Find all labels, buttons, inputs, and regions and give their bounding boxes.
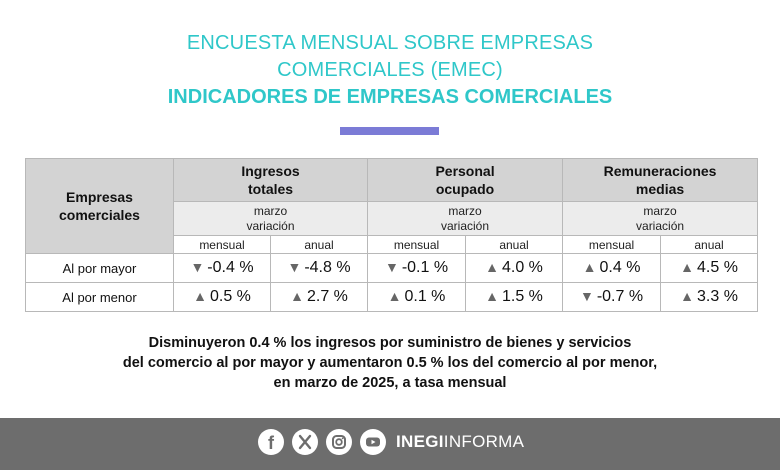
trend-arrow-icon: ▲ xyxy=(485,288,499,304)
title-line-2: COMERCIALES (EMEC) xyxy=(277,59,503,81)
summary-line-3: en marzo de 2025, a tasa mensual xyxy=(273,375,507,391)
column-header-anual: anual xyxy=(269,235,369,254)
table-cell: ▲ 3.3 % xyxy=(660,282,759,312)
x-icon[interactable] xyxy=(292,429,318,455)
cell-value: -0.7 % xyxy=(596,288,644,305)
table-cell: ▲ 4.5 % xyxy=(660,253,759,283)
trend-arrow-icon: ▼ xyxy=(190,259,205,275)
cell-value: 0.4 % xyxy=(599,259,641,276)
table-cell: ▲ 0.1 % xyxy=(367,282,467,312)
corner-header: Empresas comerciales xyxy=(25,158,174,254)
table-cell: ▼ -4.8 % xyxy=(269,253,369,283)
table-cell: ▼ -0.7 % xyxy=(562,282,662,312)
brand-rest: INFORMA xyxy=(443,432,525,451)
group-line-2: totales xyxy=(247,181,294,197)
period-label: marzo xyxy=(643,203,677,218)
trend-arrow-icon: ▲ xyxy=(193,288,207,304)
trend-arrow-icon: ▲ xyxy=(387,288,402,304)
cell-value: -4.8 % xyxy=(304,259,351,276)
trend-arrow-icon: ▼ xyxy=(287,259,302,275)
period-label: marzo xyxy=(253,203,288,218)
table-cell: ▼ -0.4 % xyxy=(173,253,271,283)
table-cell: ▲ 0.4 % xyxy=(562,253,662,283)
brand-bold: INEGI xyxy=(396,432,444,451)
variation-label: variación xyxy=(636,218,685,233)
svg-text:f: f xyxy=(268,433,275,453)
accent-bar xyxy=(340,127,439,135)
period-header: marzo variación xyxy=(562,201,759,236)
footer-bar: f INEGIINFORMA xyxy=(0,418,780,470)
row-label: Al por menor xyxy=(25,282,174,312)
table-cell: ▲ 2.7 % xyxy=(269,282,369,312)
table-cell: ▼ -0.1 % xyxy=(367,253,467,283)
cell-value: 2.7 % xyxy=(306,288,348,305)
trend-arrow-icon: ▲ xyxy=(582,259,597,275)
cell-value: 0.1 % xyxy=(404,288,446,305)
youtube-icon[interactable] xyxy=(360,429,386,455)
variation-label: variación xyxy=(441,218,490,233)
facebook-icon[interactable]: f xyxy=(258,429,284,455)
cell-value: 0.5 % xyxy=(209,288,251,305)
title-block: ENCUESTA MENSUAL SOBRE EMPRESAS COMERCIA… xyxy=(0,30,780,111)
trend-arrow-icon: ▲ xyxy=(485,259,499,275)
instagram-icon[interactable] xyxy=(326,429,352,455)
group-line-1: Personal xyxy=(435,163,495,179)
group-line-1: Ingresos xyxy=(241,163,300,179)
period-header: marzo variación xyxy=(367,201,564,236)
corner-line-2: comerciales xyxy=(59,207,140,223)
subtitle: INDICADORES DE EMPRESAS COMERCIALES xyxy=(167,86,613,108)
cell-value: -0.4 % xyxy=(207,259,254,276)
trend-arrow-icon: ▼ xyxy=(579,288,594,304)
group-header-ingresos: Ingresos totales xyxy=(172,158,369,202)
trend-arrow-icon: ▲ xyxy=(680,288,694,304)
summary-line-1: Disminuyeron 0.4 % los ingresos por sumi… xyxy=(148,335,632,351)
table-row: Al por mayor ▼ -0.4 % ▼ -4.8 % ▼ -0.1 % ▲ 4.… xyxy=(25,253,759,283)
table-cell: ▲ 1.5 % xyxy=(465,282,564,312)
column-header-mensual: mensual xyxy=(367,235,467,254)
period-label: marzo xyxy=(448,203,482,218)
summary-text: Disminuyeron 0.4 % los ingresos por sumi… xyxy=(0,333,780,393)
cell-value: 4.0 % xyxy=(501,259,543,276)
corner-line-1: Empresas xyxy=(66,189,133,205)
cell-value: 1.5 % xyxy=(501,288,543,305)
cell-value: 4.5 % xyxy=(697,259,738,276)
table-cell: ▲ 0.5 % xyxy=(173,282,271,312)
group-line-2: medias xyxy=(635,181,685,197)
title-line-1: ENCUESTA MENSUAL SOBRE EMPRESAS xyxy=(186,32,594,54)
column-header-mensual: mensual xyxy=(562,235,662,254)
trend-arrow-icon: ▲ xyxy=(680,259,694,275)
variation-label: variación xyxy=(246,218,295,233)
trend-arrow-icon: ▼ xyxy=(384,259,399,275)
column-header-anual: anual xyxy=(465,235,564,254)
table-cell: ▲ 4.0 % xyxy=(465,253,564,283)
summary-line-2: del comercio al por mayor y aumentaron 0… xyxy=(122,355,658,371)
indicators-table: Empresas comerciales Ingresos totales Pe… xyxy=(25,158,759,312)
period-header: marzo variación xyxy=(172,201,369,236)
social-links: f INEGIINFORMA xyxy=(258,429,524,455)
trend-arrow-icon: ▲ xyxy=(290,288,304,304)
cell-value: 3.3 % xyxy=(697,288,738,305)
brand-logo[interactable]: INEGIINFORMA xyxy=(396,429,524,455)
table-row: Al por menor ▲ 0.5 % ▲ 2.7 % ▲ 0.1 % ▲ 1.5 %… xyxy=(25,282,759,312)
cell-value: -0.1 % xyxy=(401,259,449,276)
column-header-mensual: mensual xyxy=(173,235,271,254)
column-header-anual: anual xyxy=(660,235,759,254)
group-line-2: ocupado xyxy=(435,181,495,197)
group-header-personal: Personal ocupado xyxy=(367,158,564,202)
group-header-remuneraciones: Remuneraciones medias xyxy=(562,158,759,202)
row-label: Al por mayor xyxy=(25,253,174,283)
group-line-1: Remuneraciones xyxy=(603,163,717,179)
